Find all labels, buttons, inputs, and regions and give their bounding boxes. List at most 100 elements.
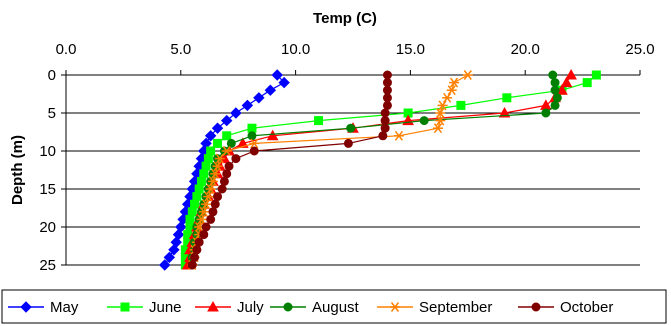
series-september-point [249, 138, 260, 149]
series-june-point [247, 123, 257, 133]
x-tick-label: 25.0 [625, 41, 654, 58]
series-may-point [159, 259, 171, 271]
legend-october-label: October [560, 299, 613, 316]
series-october-point [382, 93, 392, 103]
series-october-point [219, 176, 229, 186]
series-june-point [582, 78, 592, 88]
series-june-point [203, 154, 213, 164]
legend-may-point [20, 301, 32, 313]
series-september-point [432, 123, 443, 134]
asterisk-stroke [206, 184, 215, 194]
series-september-point [449, 77, 460, 88]
series-october-point [206, 214, 216, 224]
series-june-point [194, 184, 204, 194]
series-july-point [565, 68, 577, 80]
series-october-point [192, 245, 202, 255]
series-october-point [343, 138, 353, 148]
series-june-point [206, 146, 216, 156]
legend-july-label: July [237, 299, 264, 316]
series-september-line [191, 74, 469, 266]
y-tick-label: 5 [48, 105, 56, 122]
x-tick-label: 20.0 [511, 41, 540, 58]
asterisk-stroke [438, 100, 447, 111]
legend-september: September [377, 299, 492, 316]
series-october-point [213, 192, 223, 202]
legend-october: October [518, 299, 613, 316]
series-september-point [201, 199, 212, 210]
series-september-point [462, 70, 473, 80]
y-tick-label: 0 [48, 67, 56, 84]
legend-july-point [207, 300, 219, 312]
series-october-point [382, 78, 392, 88]
series-august-point [226, 138, 236, 148]
series-june-point [192, 192, 202, 202]
series-october-point [199, 230, 209, 240]
series-july-point [266, 129, 279, 141]
series-august-point [550, 100, 560, 110]
asterisk-stroke [201, 199, 211, 210]
series-september-point [203, 191, 214, 202]
legend: May June July August September October [1, 289, 667, 324]
series-september-point [446, 85, 457, 96]
series-august-point [541, 108, 551, 118]
asterisk-stroke [394, 130, 404, 141]
series-june-point [201, 161, 211, 171]
asterisk-stroke [211, 168, 220, 179]
series-july-point [498, 106, 511, 118]
asterisk-stroke [436, 115, 445, 126]
y-tick-label: 10 [39, 143, 56, 160]
series-september-point [442, 92, 453, 103]
series-october-point [190, 252, 200, 262]
asterisk-stroke [436, 108, 445, 118]
legend-july: July [195, 299, 264, 316]
asterisk-stroke [463, 70, 472, 80]
series-july-point [236, 137, 249, 148]
legend-october-point [531, 302, 541, 312]
series-september-point [435, 108, 446, 118]
series-september-point [221, 146, 232, 156]
series-may-point [241, 99, 254, 112]
series-october-point [380, 123, 390, 133]
axes [61, 70, 641, 266]
x-axis-title: Temp (C) [313, 10, 377, 27]
asterisk-stroke [443, 92, 452, 103]
series-august-point [247, 131, 257, 141]
legend-may-label: May [50, 299, 79, 316]
series-july [181, 68, 577, 270]
legend-june-label: June [149, 299, 182, 316]
legend-june-point [120, 302, 130, 312]
series-june-point [185, 214, 195, 224]
asterisk-stroke [213, 161, 222, 172]
series-august-point [346, 123, 356, 133]
series-may-point [253, 92, 265, 104]
series-may-point [163, 251, 176, 264]
asterisk-stroke [204, 191, 213, 202]
y-axis-title: Depth (m) [9, 135, 26, 205]
series-may-point [221, 114, 233, 127]
series-october-point [378, 131, 388, 141]
series-october-point [380, 108, 390, 118]
series-july-point [560, 76, 573, 88]
series-june-point [591, 70, 601, 80]
series-august-point [550, 78, 560, 88]
series-june-point [190, 199, 200, 209]
series-october-point [194, 237, 204, 247]
series-june-point [213, 138, 223, 148]
legend-august: August [270, 299, 360, 316]
series-september-point [214, 153, 225, 164]
series-october-point [187, 260, 197, 270]
series-september-point [205, 184, 216, 194]
asterisk-stroke [390, 302, 400, 312]
series-october-point [224, 161, 234, 171]
series-august-point [419, 116, 429, 126]
y-tick-label: 15 [39, 181, 56, 198]
series-june-point [314, 116, 324, 126]
legend-may: May [8, 299, 79, 316]
series-june [180, 70, 601, 270]
y-tick-label: 20 [39, 219, 56, 236]
series-october-point [210, 199, 220, 209]
series-june-point [222, 131, 232, 141]
series-october-point [222, 169, 232, 179]
series-september-point [437, 100, 448, 111]
